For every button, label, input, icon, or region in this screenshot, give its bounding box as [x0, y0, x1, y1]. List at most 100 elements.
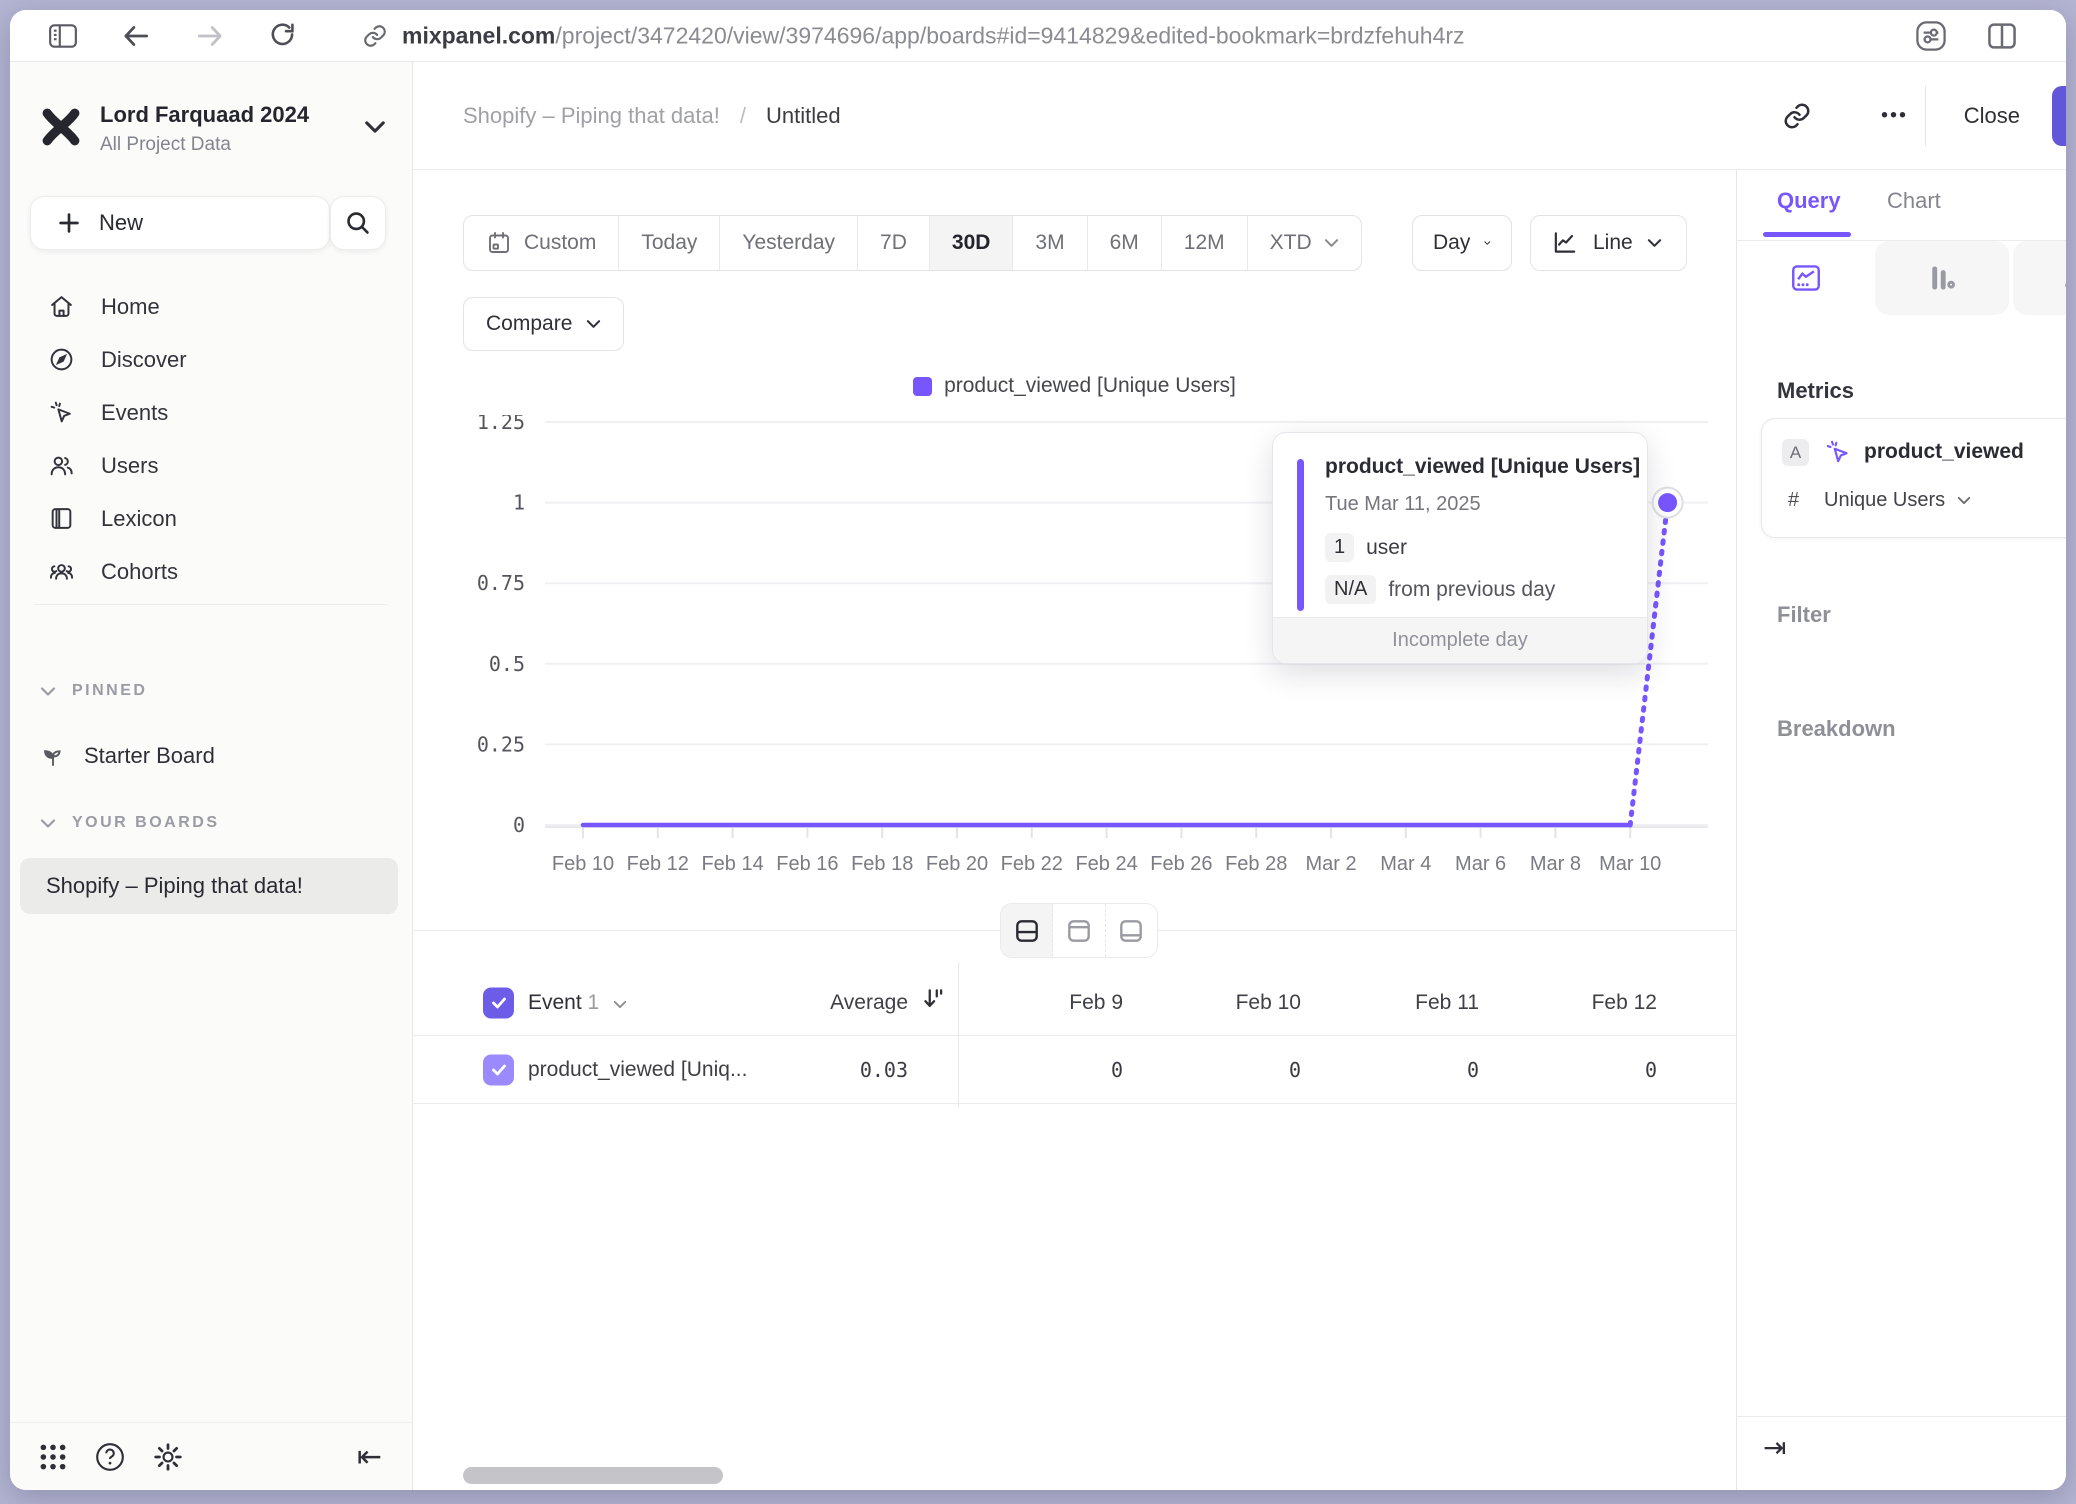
your-boards-section-header[interactable]: YOUR BOARDS	[40, 814, 220, 832]
search-icon	[347, 212, 369, 234]
breadcrumb-current[interactable]: Untitled	[765, 102, 841, 128]
compare-button[interactable]: Compare	[463, 297, 625, 351]
pinned-heading: PINNED	[72, 682, 148, 699]
date-column-header: Feb 12	[1591, 990, 1657, 1014]
svg-text:Feb 18: Feb 18	[851, 853, 913, 875]
url-host: mixpanel.com	[402, 22, 556, 48]
flows-chart-tab[interactable]	[2013, 241, 2066, 315]
view-toggle-table-only[interactable]	[1106, 904, 1157, 957]
svg-text:Feb 26: Feb 26	[1150, 853, 1212, 875]
new-button[interactable]: New	[30, 196, 330, 250]
range-yesterday[interactable]: Yesterday	[720, 216, 859, 270]
insights-chart-tab[interactable]	[1739, 241, 1873, 315]
bottom-panel-icon	[1120, 919, 1143, 942]
insights-icon	[1792, 265, 1820, 291]
mixpanel-logo-icon	[38, 104, 84, 155]
board-item-label: Shopify – Piping that data!	[46, 873, 303, 898]
range-12m[interactable]: 12M	[1162, 216, 1248, 270]
breadcrumb-board[interactable]: Shopify – Piping that data!	[463, 102, 720, 128]
metrics-heading: Metrics	[1777, 378, 1855, 403]
view-toggle-split[interactable]	[1001, 904, 1054, 957]
workspace-switcher[interactable]: Lord Farquaad 2024 All Project Data	[10, 98, 412, 178]
settings-gear-icon[interactable]	[152, 1441, 184, 1473]
browser-sidebar-toggle-icon[interactable]	[48, 22, 78, 50]
chart-legend: product_viewed [Unique Users]	[413, 374, 1736, 398]
table-row[interactable]: product_viewed [Uniq... 0.03 0 0 0 0	[413, 1036, 1736, 1104]
browser-settings-icon[interactable]	[1914, 19, 1948, 53]
active-tab-underline	[1763, 232, 1851, 237]
sidebar: Lord Farquaad 2024 All Project Data New …	[10, 62, 500, 1490]
chart-type-dropdown[interactable]: Line	[1530, 215, 1687, 271]
pinned-section-header[interactable]: PINNED	[40, 682, 147, 700]
chart-type-tabs	[1737, 240, 2066, 315]
average-column-header[interactable]: Average	[830, 990, 908, 1014]
collapse-panel-icon[interactable]: ⇥	[1763, 1431, 1787, 1464]
event-cursor-icon	[50, 401, 71, 423]
range-label: 7D	[880, 231, 907, 254]
table-column-divider	[958, 962, 959, 1108]
sidebar-item-label: Users	[101, 452, 159, 478]
compass-icon	[50, 348, 73, 371]
more-options-icon[interactable]: •••	[1880, 104, 1908, 126]
tooltip-title: product_viewed [Unique Users]	[1325, 455, 1641, 478]
funnels-chart-tab[interactable]	[1875, 241, 2009, 315]
date-column-header: Feb 10	[1235, 990, 1301, 1014]
copy-link-icon[interactable]	[1782, 101, 1812, 131]
sidebar-item-cohorts[interactable]: Cohorts	[10, 545, 412, 598]
range-7d[interactable]: 7D	[858, 216, 930, 270]
sidebar-item-users[interactable]: Users	[10, 439, 412, 492]
svg-text:Mar 4: Mar 4	[1380, 853, 1431, 875]
report-area: Custom Today Yesterday 7D 30D 3M 6M 12M …	[413, 170, 1736, 1490]
tab-chart[interactable]: Chart	[1887, 188, 1941, 213]
sidebar-item-home[interactable]: Home	[10, 280, 412, 333]
tooltip-delta-label: from previous day	[1388, 577, 1556, 601]
split-view-icon[interactable]	[1986, 21, 2018, 51]
reload-icon[interactable]	[268, 21, 298, 51]
svg-text:Mar 10: Mar 10	[1599, 853, 1661, 875]
select-all-checkbox[interactable]	[483, 987, 514, 1018]
horizontal-scrollbar[interactable]	[463, 1467, 723, 1484]
sidebar-item-starter-board[interactable]: Starter Board	[10, 730, 412, 782]
range-today[interactable]: Today	[619, 216, 721, 270]
sort-icon[interactable]	[920, 986, 946, 1017]
event-count: 1	[587, 990, 600, 1014]
range-custom[interactable]: Custom	[464, 216, 620, 270]
top-panel-icon	[1068, 919, 1090, 942]
apps-grid-icon[interactable]	[38, 1442, 68, 1472]
flows-icon	[2065, 283, 2066, 288]
sidebar-item-active-board[interactable]: Shopify – Piping that data!	[20, 858, 398, 914]
range-3m[interactable]: 3M	[1013, 216, 1088, 270]
collapse-sidebar-icon[interactable]: ⇤	[356, 1439, 382, 1474]
line-chart-plot[interactable]: 0 0.25 0.5 0.75 1 1.25 Feb 10 Feb 12 Feb 14 Feb 1…	[413, 415, 1736, 895]
chart-tooltip: product_viewed [Unique Users] Tue Mar 11…	[1272, 432, 1648, 664]
line-chart-icon	[1554, 232, 1576, 253]
search-button[interactable]	[330, 196, 386, 250]
save-button-sliver[interactable]	[2052, 86, 2066, 146]
tooltip-series-bar	[1297, 459, 1304, 611]
range-30d[interactable]: 30D	[929, 216, 1014, 270]
tooltip-value: 1	[1325, 533, 1355, 562]
sprout-icon	[43, 750, 61, 766]
event-column-header[interactable]: Event 1	[528, 991, 627, 1015]
close-button[interactable]: Close	[1963, 102, 2020, 128]
granularity-dropdown[interactable]: Day	[1412, 215, 1512, 271]
users-icon	[50, 456, 73, 476]
view-toggle-chart-only[interactable]	[1053, 904, 1106, 957]
back-icon[interactable]	[120, 22, 152, 50]
range-6m[interactable]: 6M	[1088, 216, 1162, 270]
range-xtd[interactable]: XTD	[1248, 216, 1361, 270]
tooltip-footer: Incomplete day	[1273, 617, 1647, 663]
sidebar-item-discover[interactable]: Discover	[10, 333, 412, 386]
row-checkbox[interactable]	[483, 1054, 514, 1085]
range-label: Yesterday	[742, 231, 836, 254]
forward-icon[interactable]	[194, 22, 226, 50]
url-bar[interactable]: mixpanel.com/project/3472420/view/397469…	[402, 22, 1465, 49]
range-label: 30D	[951, 231, 991, 254]
sidebar-item-events[interactable]: Events	[10, 386, 412, 439]
board-header: Shopify – Piping that data! / Untitled •…	[413, 62, 2066, 170]
row-value: 0	[1644, 1057, 1657, 1082]
sidebar-item-lexicon[interactable]: Lexicon	[10, 492, 412, 545]
tab-query[interactable]: Query	[1777, 188, 1841, 213]
metric-card[interactable]: A product_viewed # Unique Users	[1761, 418, 2066, 538]
metric-aggregation-dropdown[interactable]: Unique Users	[1824, 489, 1971, 512]
